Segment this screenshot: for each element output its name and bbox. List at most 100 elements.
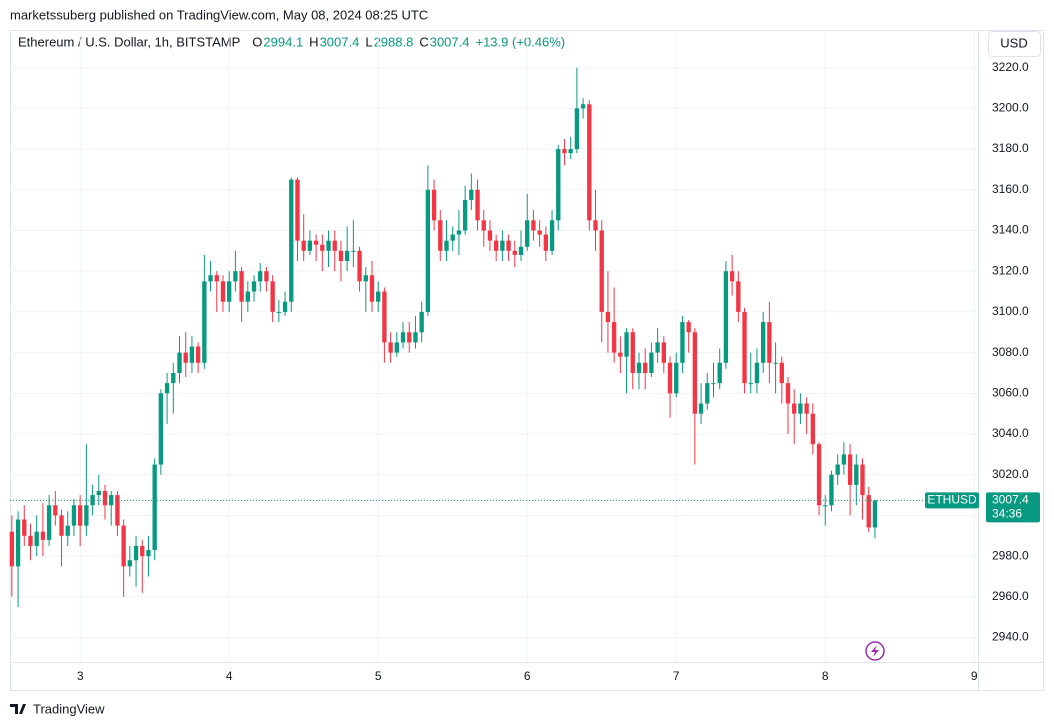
candle-body <box>611 322 617 353</box>
candle-body <box>220 281 226 302</box>
y-tick-label: 3020.0 <box>992 467 1029 481</box>
ohlc-letter: O <box>252 34 262 49</box>
candle-body <box>748 383 753 385</box>
currency-button[interactable] <box>988 31 1041 57</box>
candle-body <box>481 220 486 231</box>
footer-logo: TradingView <box>10 701 105 716</box>
candle-body <box>438 220 443 251</box>
candle-body <box>723 271 729 363</box>
candle-body <box>692 332 698 414</box>
candle-body <box>28 535 33 546</box>
y-tick-label: 3180.0 <box>992 141 1029 155</box>
currency-label[interactable]: USD <box>1000 35 1027 50</box>
candle-body <box>518 246 524 255</box>
candle-body <box>593 220 598 231</box>
candle-body <box>127 560 133 567</box>
candle-body <box>90 495 95 506</box>
price-tag <box>986 492 1040 523</box>
candle-body <box>823 505 828 507</box>
candle-body <box>413 332 418 343</box>
y-tick-label: 3100.0 <box>992 304 1029 318</box>
y-tick-label: 2980.0 <box>992 548 1029 562</box>
candle-body <box>736 281 741 312</box>
x-tick-label: 7 <box>673 669 680 683</box>
candle-body <box>140 545 145 557</box>
candle-body <box>307 240 313 251</box>
candle-body <box>425 189 431 312</box>
candle-body <box>189 346 195 363</box>
candle-body <box>705 383 710 404</box>
candle-body <box>810 413 816 445</box>
candle-body <box>351 250 356 252</box>
candle-body <box>643 362 648 373</box>
x-tick-label: 9 <box>971 669 978 683</box>
candle-body <box>357 250 362 282</box>
candle-body <box>158 393 164 465</box>
candle-body <box>301 240 306 251</box>
candle-body <box>829 474 834 506</box>
candle-body <box>59 515 64 536</box>
candles <box>9 67 878 608</box>
grid <box>10 31 978 662</box>
candle-body <box>183 352 188 363</box>
candle-body <box>214 275 219 282</box>
candle-body <box>400 332 406 343</box>
x-tick-label: 4 <box>226 669 233 683</box>
ohlc-value: 3007.4 <box>430 34 470 49</box>
candle-body <box>469 189 474 200</box>
candle-body <box>22 519 27 536</box>
candle-body <box>313 240 319 245</box>
candle-body <box>164 383 170 394</box>
candle-body <box>760 322 766 363</box>
candle-body <box>332 240 337 251</box>
candle-body <box>289 179 294 302</box>
candle-body <box>407 332 412 343</box>
candle-body <box>195 346 201 363</box>
candle-body <box>202 281 207 363</box>
candle-body <box>115 495 120 526</box>
candle-body <box>512 250 517 255</box>
candle-body <box>872 500 878 528</box>
candle-body <box>779 362 784 384</box>
candle-body <box>171 372 176 384</box>
candle-body <box>841 454 847 465</box>
symbol-title: Ethereum / U.S. Dollar, 1h, BITSTAMP <box>18 34 240 49</box>
candle-body <box>816 444 822 506</box>
candle-body <box>792 403 797 414</box>
y-tick-label: 3200.0 <box>992 101 1029 115</box>
candle-body <box>717 362 722 384</box>
candle-body <box>394 342 400 353</box>
candle-body <box>295 179 300 241</box>
candle-body <box>53 505 58 516</box>
candle-body <box>84 505 89 526</box>
candle-body <box>543 234 549 251</box>
ohlc-value: 3007.4 <box>320 34 360 49</box>
candle-body <box>65 525 70 536</box>
y-tick-label: 2940.0 <box>992 630 1029 644</box>
candle-body <box>686 322 691 333</box>
candle-body <box>40 531 46 540</box>
candle-body <box>854 464 859 485</box>
ohlc-letter: C <box>419 34 428 49</box>
candle-body <box>649 352 654 373</box>
candle-body <box>208 275 213 282</box>
candle-body <box>326 240 331 251</box>
ohlc-value: 2994.1 <box>263 34 303 49</box>
y-tick-label: 2960.0 <box>992 589 1029 603</box>
attribution: marketssuberg published on TradingView.c… <box>10 7 428 22</box>
candle-body <box>866 495 871 528</box>
candle-body <box>630 332 635 373</box>
candle-body <box>227 281 232 302</box>
change-label: +13.9 (+0.46%) <box>475 34 565 49</box>
candle-body <box>674 362 679 394</box>
candle-body <box>574 108 580 150</box>
candle-body <box>152 464 157 551</box>
y-tick-label: 3120.0 <box>992 263 1029 277</box>
candle-body <box>419 311 424 333</box>
candle-body <box>587 104 592 221</box>
candle-body <box>487 230 493 241</box>
candle-body <box>785 383 791 404</box>
candle-body <box>847 454 853 485</box>
